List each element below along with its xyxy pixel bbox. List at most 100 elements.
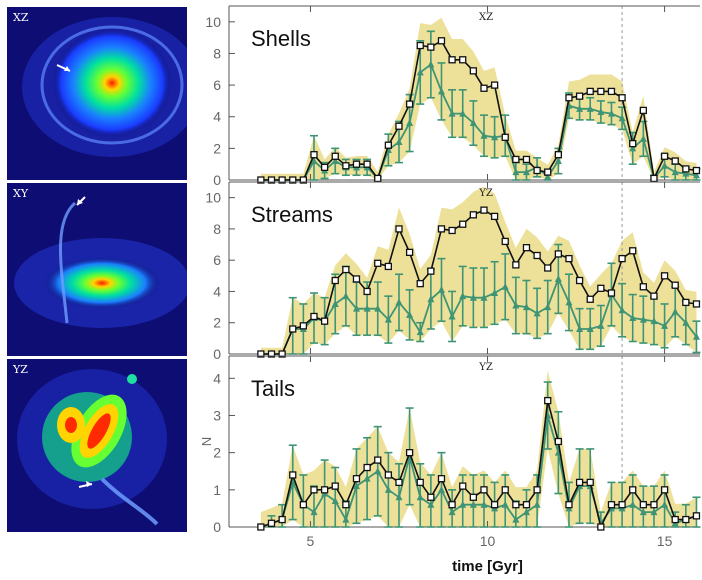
tails-thumbnail: YZ <box>7 359 187 532</box>
y-tick-label: 8 <box>213 45 221 61</box>
tail-galaxy-image <box>7 359 187 532</box>
green-point <box>459 500 467 508</box>
black-point <box>331 482 339 490</box>
green-point <box>597 107 605 115</box>
green-point <box>629 500 637 508</box>
black-point <box>342 162 350 170</box>
black-point <box>575 276 584 285</box>
green-point <box>331 157 339 165</box>
green-point <box>352 482 360 490</box>
black-point <box>267 350 276 358</box>
green-point <box>544 303 552 311</box>
green-point <box>363 474 371 482</box>
black-point <box>597 523 605 531</box>
black-point <box>289 325 297 333</box>
black-point <box>533 251 541 260</box>
black-point <box>363 287 371 296</box>
y-tick-label: 1 <box>213 482 221 498</box>
green-point <box>459 109 467 117</box>
green-point <box>437 485 445 493</box>
black-point <box>405 449 414 457</box>
black-point <box>607 289 616 297</box>
panel-tails: 0 1 2 3 4 Tails YZ N <box>199 355 701 535</box>
y-axis-label: N <box>199 437 214 446</box>
black-point <box>427 43 435 51</box>
black-point <box>299 322 308 330</box>
black-point <box>363 463 371 472</box>
black-point <box>565 254 573 263</box>
green-point <box>597 321 605 329</box>
black-point <box>267 176 276 184</box>
black-point <box>384 262 393 271</box>
black-point <box>682 298 690 307</box>
green-point <box>352 304 360 312</box>
green-point <box>374 304 382 312</box>
black-point <box>469 67 478 75</box>
green-point <box>384 485 392 493</box>
black-point <box>650 292 658 300</box>
green-point <box>661 161 669 169</box>
black-point <box>469 493 478 501</box>
black-point <box>629 247 637 255</box>
black-point <box>512 261 520 269</box>
green-point <box>554 274 562 282</box>
black-point <box>554 250 562 258</box>
green-point <box>310 157 318 165</box>
black-point <box>597 284 605 292</box>
black-point <box>427 493 435 501</box>
black-point <box>416 41 424 50</box>
projection-label-yz: YZ <box>13 363 28 376</box>
black-point <box>565 501 573 509</box>
black-point <box>607 501 616 509</box>
green-point <box>565 298 573 306</box>
green-point <box>661 500 669 508</box>
black-point <box>544 168 552 176</box>
black-point <box>480 206 488 214</box>
black-point <box>320 486 329 494</box>
y-tick-label: 2 <box>213 140 221 156</box>
black-point <box>522 501 531 509</box>
green-point <box>533 500 541 508</box>
black-point <box>480 84 488 92</box>
black-point <box>459 56 467 64</box>
black-point <box>607 87 616 96</box>
green-point <box>501 500 509 508</box>
x-tick-label: 15 <box>657 533 673 549</box>
green-point <box>331 299 339 307</box>
black-point <box>522 155 531 164</box>
green-point <box>374 467 382 475</box>
black-point <box>501 133 509 141</box>
green-point <box>650 508 658 516</box>
black-point <box>310 486 318 494</box>
black-point <box>639 106 647 115</box>
black-point <box>490 501 499 509</box>
black-point <box>448 226 456 235</box>
black-point <box>671 157 679 165</box>
green-point <box>554 157 562 165</box>
green-point <box>639 134 647 142</box>
green-point <box>692 332 700 340</box>
green-point <box>427 500 435 508</box>
green-point <box>437 285 445 293</box>
black-point <box>490 212 499 221</box>
x-tick-label: 10 <box>480 533 496 549</box>
green-point <box>331 496 339 504</box>
black-point <box>522 244 531 252</box>
green-point <box>416 68 424 76</box>
black-point <box>289 471 297 479</box>
green-point <box>448 312 456 320</box>
black-point <box>490 81 499 89</box>
black-point <box>437 225 446 233</box>
black-point <box>416 279 424 288</box>
black-point <box>660 152 669 160</box>
black-point <box>671 515 679 524</box>
green-point <box>480 293 488 301</box>
black-point <box>299 176 308 184</box>
black-point <box>650 174 658 183</box>
black-point <box>597 87 605 96</box>
green-point <box>469 293 477 301</box>
black-point <box>257 350 265 358</box>
black-point <box>352 475 361 483</box>
black-point <box>384 471 393 479</box>
